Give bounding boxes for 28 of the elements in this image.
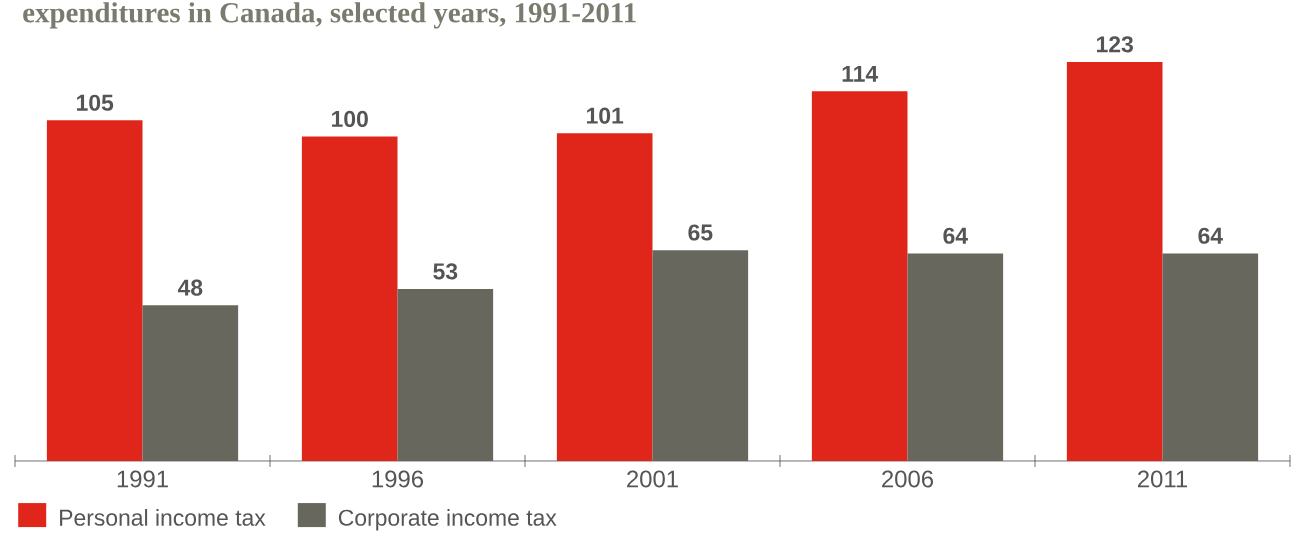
bar bbox=[1162, 253, 1259, 461]
bar bbox=[397, 289, 494, 461]
x-tick-label: 2006 bbox=[882, 470, 934, 488]
bar bbox=[142, 305, 239, 461]
data-label: 48 bbox=[177, 279, 203, 296]
data-label: 53 bbox=[433, 263, 458, 280]
data-label: 114 bbox=[842, 65, 879, 82]
bar bbox=[652, 250, 749, 461]
legend-label: Corporate income tax bbox=[338, 509, 557, 531]
data-label: 123 bbox=[1097, 36, 1133, 53]
data-label: 65 bbox=[688, 224, 713, 241]
bar bbox=[1066, 61, 1163, 461]
bar bbox=[907, 253, 1004, 461]
data-label: 100 bbox=[332, 110, 368, 128]
bar bbox=[46, 120, 143, 461]
x-tick-label: 1996 bbox=[372, 470, 424, 488]
x-tick-label: 2001 bbox=[627, 470, 678, 488]
data-label: 64 bbox=[1198, 227, 1223, 244]
bar bbox=[301, 136, 398, 461]
data-label: 64 bbox=[943, 227, 968, 244]
chart-title: expenditures in Canada, selected years, 1991-2011 bbox=[23, 2, 636, 29]
data-label: 105 bbox=[77, 94, 114, 111]
bar bbox=[811, 91, 908, 461]
bar bbox=[556, 133, 653, 461]
data-label: 101 bbox=[587, 107, 624, 124]
legend-label: Personal income tax bbox=[60, 509, 266, 526]
x-tick-label: 1991 bbox=[117, 470, 168, 488]
x-tick-label: 2011 bbox=[1137, 470, 1188, 488]
